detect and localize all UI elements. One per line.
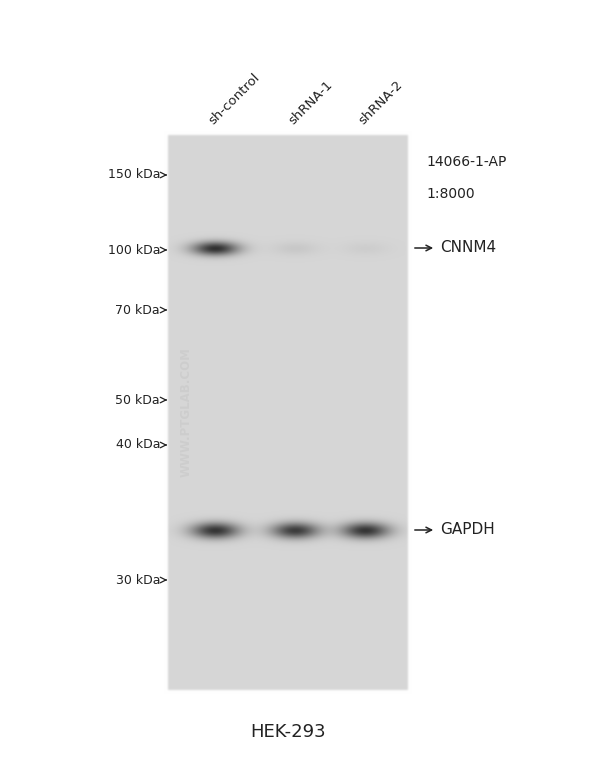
Text: CNNM4: CNNM4 [440,240,496,256]
Text: 50 kDa: 50 kDa [115,393,160,406]
Text: sh-control: sh-control [206,71,262,127]
Text: shRNA-1: shRNA-1 [286,78,335,127]
Text: 1:8000: 1:8000 [426,187,475,201]
Text: WWW.PTGLAB.COM: WWW.PTGLAB.COM [179,348,193,477]
Text: GAPDH: GAPDH [440,523,495,537]
Text: 14066-1-AP: 14066-1-AP [426,155,506,169]
Text: 100 kDa: 100 kDa [107,243,160,257]
Text: 30 kDa: 30 kDa [115,573,160,587]
Text: 150 kDa: 150 kDa [107,168,160,182]
Text: HEK-293: HEK-293 [250,723,326,741]
Text: shRNA-2: shRNA-2 [356,78,405,127]
Text: 70 kDa: 70 kDa [115,303,160,317]
Text: 40 kDa: 40 kDa [115,438,160,452]
